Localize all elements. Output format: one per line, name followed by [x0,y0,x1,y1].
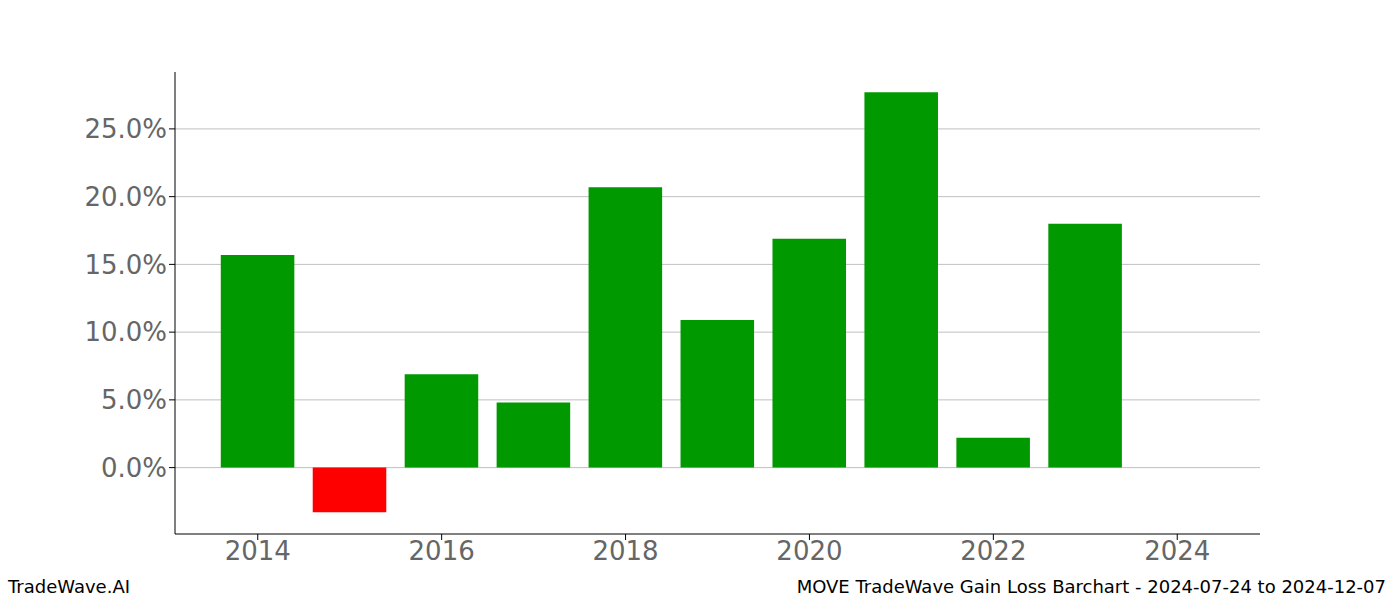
svg-text:2016: 2016 [409,536,475,566]
svg-text:2022: 2022 [960,536,1026,566]
svg-text:25.0%: 25.0% [84,114,167,144]
svg-text:20.0%: 20.0% [84,182,167,212]
svg-text:2018: 2018 [592,536,658,566]
svg-text:2020: 2020 [776,536,842,566]
html-text:MOVE TradeWave Gain Loss Barch: MOVE TradeWave Gain Loss Barchart - 2024… [796,576,1386,597]
svg-text:2024: 2024 [1144,536,1210,566]
svg-text:0.0%: 0.0% [101,453,167,483]
svg-text:10.0%: 10.0% [84,317,167,347]
svg-text:15.0%: 15.0% [84,250,167,280]
html-text:TradeWave.AI: TradeWave.AI [8,576,130,597]
svg-text:5.0%: 5.0% [101,385,167,415]
svg-text:2014: 2014 [225,536,291,566]
